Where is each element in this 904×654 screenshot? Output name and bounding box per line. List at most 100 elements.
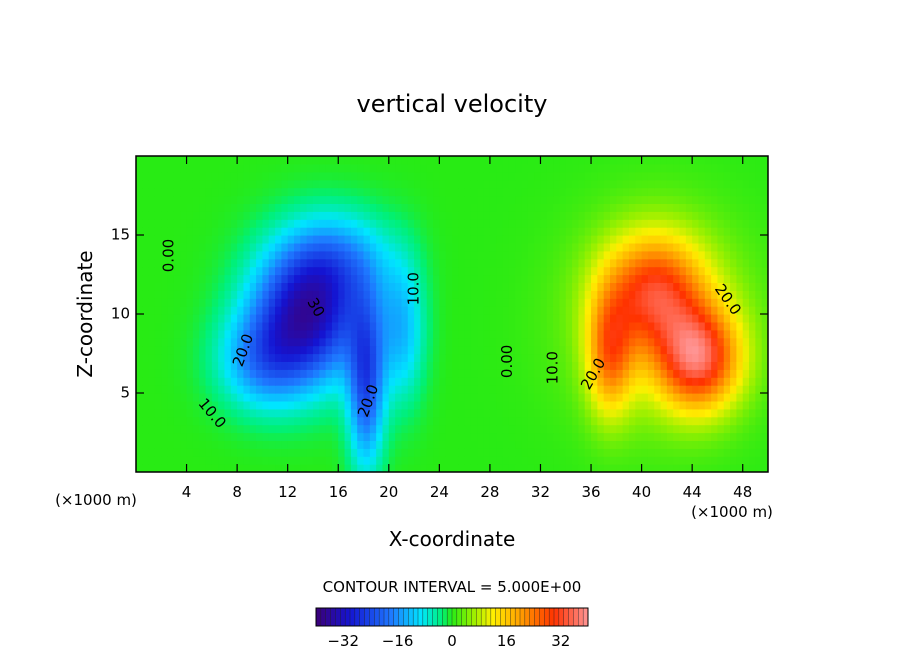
heatmap-cell [401, 321, 409, 331]
heatmap-cell [635, 416, 643, 426]
heatmap-cell [578, 258, 586, 268]
heatmap-cell [698, 408, 706, 418]
heatmap-cell [237, 329, 245, 339]
heatmap-cell [483, 163, 491, 173]
heatmap-cell [294, 345, 301, 355]
heatmap-cell [167, 337, 175, 347]
heatmap-cell [306, 337, 314, 347]
heatmap-cell [711, 242, 719, 252]
heatmap-cell [641, 211, 649, 220]
heatmap-cell [173, 361, 181, 370]
heatmap-cell [426, 440, 434, 449]
heatmap-cell [553, 321, 561, 331]
heatmap-cell [395, 219, 403, 228]
heatmap-cell [237, 337, 245, 347]
heatmap-cell [641, 408, 649, 418]
heatmap-cell [755, 266, 763, 276]
heatmap-cell [167, 235, 175, 244]
heatmap-cell [559, 385, 567, 394]
heatmap-cell [660, 456, 668, 465]
heatmap-cell [534, 440, 542, 449]
heatmap-cell [597, 163, 605, 173]
heatmap-cell [635, 156, 643, 165]
heatmap-cell [199, 432, 207, 441]
heatmap-cell [312, 385, 320, 394]
heatmap-cell [230, 163, 238, 173]
colorbar-segment [456, 607, 463, 627]
heatmap-cell [458, 456, 466, 465]
heatmap-cell [565, 163, 573, 173]
heatmap-cell [540, 321, 548, 331]
heatmap-cell [477, 377, 485, 386]
heatmap-cell [565, 440, 573, 449]
heatmap-cell [698, 377, 706, 386]
heatmap-cell [717, 266, 725, 276]
heatmap-cell [154, 179, 162, 189]
heatmap-cell [237, 448, 245, 457]
heatmap-cell [173, 274, 181, 283]
heatmap-cell [199, 456, 207, 465]
heatmap-cell [256, 242, 263, 252]
heatmap-cell [628, 298, 636, 307]
heatmap-cell [496, 416, 504, 426]
heatmap-cell [603, 156, 611, 165]
heatmap-cell [376, 393, 384, 402]
heatmap-cell [477, 203, 485, 212]
colorbar-segment [388, 607, 395, 627]
heatmap-cell [679, 282, 687, 291]
heatmap-cell [603, 219, 611, 228]
heatmap-cell [540, 290, 548, 299]
x-tick-label: 32 [531, 483, 550, 501]
heatmap-cell [578, 314, 586, 323]
heatmap-cell [660, 353, 668, 362]
heatmap-cell [508, 235, 516, 244]
heatmap-cell [338, 306, 346, 315]
heatmap-cell [527, 274, 535, 283]
heatmap-cell [205, 408, 213, 418]
heatmap-cell [167, 440, 175, 449]
heatmap-cell [521, 195, 529, 204]
heatmap-cell [635, 456, 643, 465]
heatmap-cell [426, 274, 434, 283]
heatmap-cell [167, 171, 175, 181]
heatmap-cell [546, 440, 554, 449]
heatmap-cell [641, 306, 649, 315]
heatmap-cell [730, 464, 737, 472]
heatmap-cell [319, 456, 327, 465]
heatmap-cell [173, 400, 181, 410]
heatmap-cell [369, 337, 377, 347]
heatmap-cell [401, 377, 409, 386]
heatmap-cell [414, 314, 421, 323]
heatmap-cell [616, 393, 624, 402]
heatmap-cell [673, 345, 681, 355]
heatmap-cell [622, 187, 630, 197]
heatmap-cell [736, 211, 744, 220]
heatmap-cell [679, 416, 687, 426]
heatmap-cell [224, 187, 232, 197]
heatmap-cell [483, 337, 491, 347]
heatmap-cell [439, 163, 447, 173]
heatmap-cell [527, 432, 535, 441]
heatmap-cell [749, 393, 756, 402]
heatmap-cell [572, 250, 579, 260]
heatmap-cell [319, 179, 327, 189]
heatmap-cell [534, 432, 542, 441]
heatmap-cell [610, 329, 617, 339]
heatmap-cell [761, 464, 768, 472]
heatmap-cell [268, 242, 276, 252]
heatmap-cell [508, 337, 516, 347]
heatmap-cell [502, 432, 510, 441]
heatmap-cell [540, 298, 548, 307]
heatmap-cell [376, 361, 384, 370]
heatmap-cell [616, 440, 624, 449]
heatmap-cell [224, 353, 232, 362]
heatmap-cell [199, 369, 207, 378]
heatmap-cell [275, 314, 282, 323]
heatmap-cell [211, 274, 219, 283]
heatmap-cell [376, 306, 384, 315]
heatmap-cell [376, 337, 384, 347]
heatmap-cell [591, 321, 598, 331]
heatmap-cell [647, 203, 655, 212]
heatmap-cell [635, 377, 643, 386]
heatmap-cell [192, 306, 200, 315]
